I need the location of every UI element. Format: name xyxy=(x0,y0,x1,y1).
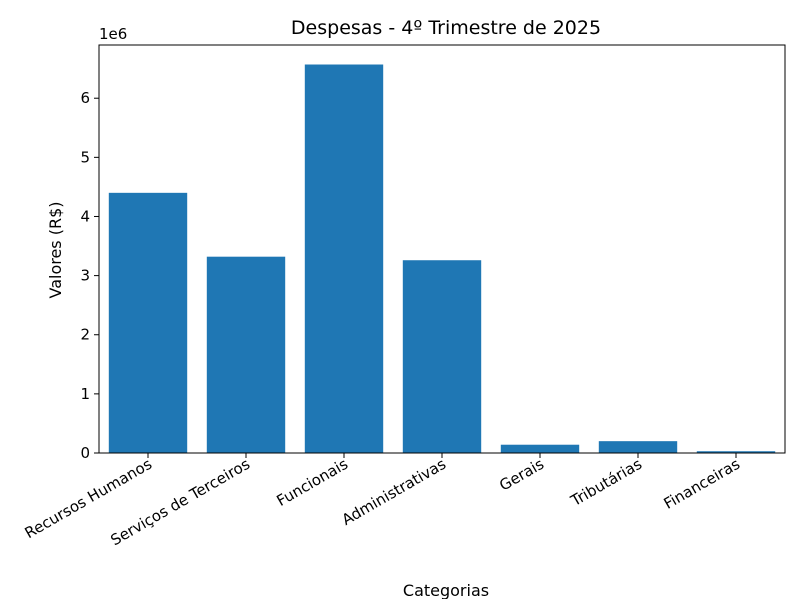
x-axis-label: Categorias xyxy=(403,581,489,599)
bar xyxy=(402,260,482,453)
y-tick-label: 0 xyxy=(80,444,90,462)
bar xyxy=(598,441,678,453)
y-tick-label: 1 xyxy=(80,385,90,403)
bar xyxy=(696,451,776,453)
y-ticks-group: 0 1 2 3 4 5 6 xyxy=(80,89,99,462)
bar xyxy=(206,256,286,453)
y-tick-label: 6 xyxy=(80,89,90,107)
y-tick-label: 4 xyxy=(80,207,90,225)
bar xyxy=(108,192,188,453)
bar xyxy=(500,444,580,453)
plot-frame xyxy=(98,44,786,454)
y-tick-label: 3 xyxy=(80,267,90,285)
bars-group xyxy=(108,64,776,453)
y-tick-label: 2 xyxy=(80,326,90,344)
y-tick-label: 5 xyxy=(80,148,90,166)
chart-title: Despesas - 4º Trimestre de 2025 xyxy=(291,17,601,39)
y-axis-multiplier: 1e6 xyxy=(99,25,127,43)
y-axis-label: Valores (R$) xyxy=(46,201,65,298)
bar xyxy=(304,64,384,453)
